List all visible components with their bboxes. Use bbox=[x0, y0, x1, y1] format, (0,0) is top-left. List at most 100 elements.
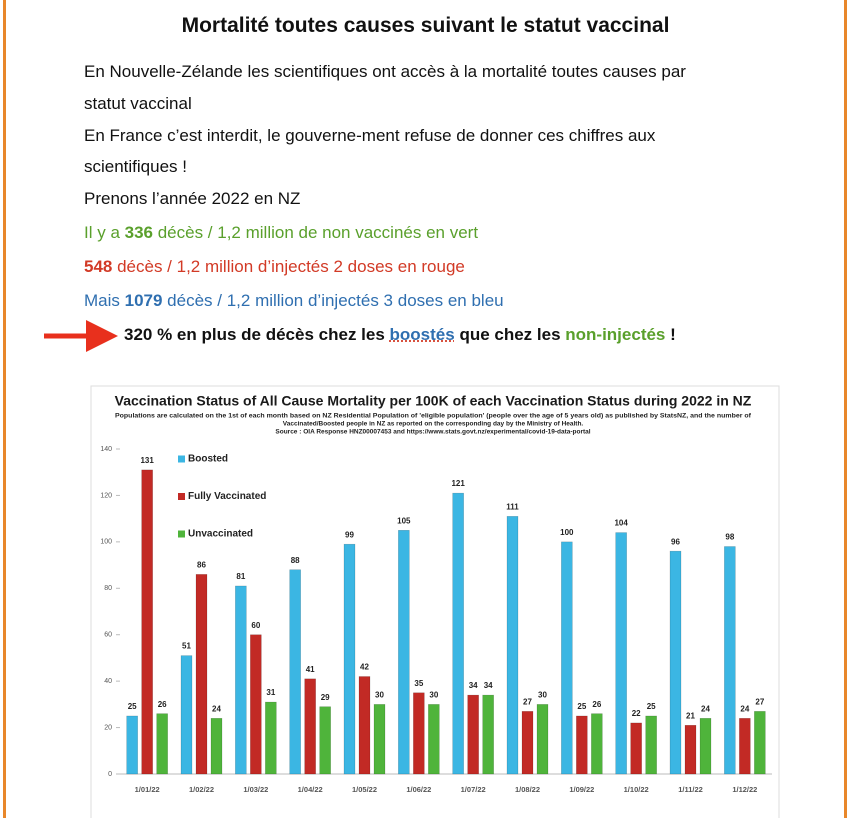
text-segment: décès / 1,2 million d’injectés 3 doses e… bbox=[162, 291, 504, 310]
data-label: 81 bbox=[236, 572, 245, 581]
y-tick-label: 60 bbox=[104, 632, 112, 639]
bar bbox=[536, 704, 549, 775]
data-label: 42 bbox=[360, 663, 369, 672]
data-label: 25 bbox=[577, 702, 586, 711]
data-label: 41 bbox=[306, 665, 315, 674]
data-label: 26 bbox=[158, 700, 167, 709]
bar bbox=[265, 701, 277, 775]
text-segment: décès / 1,2 million d’injectés 2 doses e… bbox=[112, 257, 465, 276]
text-line: 320 % en plus de décès chez les boostés … bbox=[124, 325, 676, 345]
text-segment: 548 bbox=[84, 257, 113, 276]
bar bbox=[739, 718, 751, 775]
data-label: 121 bbox=[451, 479, 465, 488]
text-line: En France c’est interdit, le gouverne-me… bbox=[84, 126, 655, 146]
text-line: Mais 1079 décès / 1,2 million d’injectés… bbox=[84, 291, 504, 311]
text-segment: ! bbox=[665, 325, 676, 344]
x-tick-label: 1/06/22 bbox=[406, 785, 431, 794]
text-segment: 336 bbox=[124, 223, 153, 242]
arrow-head bbox=[86, 320, 118, 352]
bar bbox=[754, 711, 766, 775]
bar bbox=[373, 704, 386, 775]
bar bbox=[304, 678, 316, 775]
bar bbox=[645, 715, 657, 775]
legend-swatch bbox=[178, 530, 185, 538]
y-tick-label: 40 bbox=[104, 678, 112, 685]
chart-subtitle: Source : OIA Response HNZ00007453 and ht… bbox=[275, 429, 590, 436]
text-line: En Nouvelle-Zélande les scientifiques on… bbox=[84, 62, 686, 82]
data-label: 25 bbox=[128, 702, 137, 711]
bar bbox=[250, 634, 262, 775]
data-label: 21 bbox=[686, 711, 695, 720]
bar bbox=[684, 725, 697, 775]
text-segment: En Nouvelle-Zélande les scientifiques on… bbox=[84, 62, 686, 81]
bar bbox=[467, 694, 479, 775]
border-left bbox=[3, 0, 6, 818]
bar bbox=[141, 469, 153, 775]
data-label: 105 bbox=[397, 516, 411, 525]
data-label: 98 bbox=[725, 533, 734, 542]
x-tick-label: 1/09/22 bbox=[569, 785, 594, 794]
data-label: 34 bbox=[484, 681, 493, 690]
text-line: statut vaccinal bbox=[84, 94, 192, 114]
bar bbox=[724, 546, 736, 775]
data-label: 29 bbox=[321, 693, 330, 702]
legend-label: Fully Vaccinated bbox=[188, 491, 266, 502]
y-tick-label: 120 bbox=[100, 492, 112, 499]
bar bbox=[630, 722, 642, 775]
bar bbox=[319, 706, 331, 775]
bar bbox=[482, 694, 494, 775]
bar bbox=[452, 492, 464, 775]
bar bbox=[413, 692, 425, 775]
bar bbox=[235, 585, 247, 775]
text-segment: statut vaccinal bbox=[84, 94, 192, 113]
data-label: 34 bbox=[469, 681, 478, 690]
data-label: 31 bbox=[266, 688, 275, 697]
title: Mortalité toutes causes suivant le statu… bbox=[181, 14, 670, 37]
bar bbox=[398, 530, 410, 775]
bar bbox=[358, 676, 371, 775]
data-label: 26 bbox=[592, 700, 601, 709]
legend-label: Boosted bbox=[188, 454, 228, 465]
data-label: 30 bbox=[375, 690, 384, 699]
x-tick-label: 1/05/22 bbox=[352, 785, 377, 794]
text-segment: non-injectés bbox=[565, 325, 666, 344]
data-label: 104 bbox=[614, 519, 628, 528]
data-label: 25 bbox=[647, 702, 656, 711]
text-segment: scientifiques ! bbox=[84, 157, 187, 176]
bar bbox=[195, 574, 208, 775]
data-label: 96 bbox=[671, 537, 680, 546]
legend-swatch bbox=[178, 455, 185, 463]
data-label: 131 bbox=[140, 456, 154, 465]
data-label: 24 bbox=[740, 704, 749, 713]
bar bbox=[343, 543, 356, 775]
y-tick-label: 140 bbox=[100, 446, 112, 453]
x-tick-label: 1/01/22 bbox=[135, 785, 160, 794]
x-tick-label: 1/02/22 bbox=[189, 785, 214, 794]
x-tick-label: 1/07/22 bbox=[461, 785, 486, 794]
x-tick-label: 1/04/22 bbox=[298, 785, 323, 794]
text-segment: boostés bbox=[389, 325, 455, 344]
y-tick-label: 20 bbox=[104, 724, 112, 731]
data-label: 27 bbox=[755, 697, 764, 706]
bar bbox=[591, 713, 603, 775]
chart: Vaccination Status of All Cause Mortalit… bbox=[90, 385, 780, 818]
data-label: 111 bbox=[506, 502, 519, 511]
bar bbox=[615, 532, 627, 775]
y-tick-label: 100 bbox=[100, 539, 112, 546]
chart-subtitle: Vaccinated/Boosted people in NZ as repor… bbox=[283, 421, 584, 428]
bar bbox=[210, 718, 223, 775]
bar bbox=[156, 713, 168, 775]
text-line: 548 décès / 1,2 million d’injectés 2 dos… bbox=[84, 257, 465, 277]
bar bbox=[669, 550, 682, 775]
x-tick-label: 1/08/22 bbox=[515, 785, 540, 794]
text-segment: que chez les bbox=[454, 325, 566, 344]
bar bbox=[699, 718, 712, 775]
y-tick-label: 80 bbox=[104, 585, 112, 592]
text-segment: En France c’est interdit, le gouverne-me… bbox=[84, 126, 656, 145]
data-label: 24 bbox=[212, 704, 221, 713]
data-label: 24 bbox=[701, 704, 710, 713]
bar bbox=[289, 569, 301, 775]
x-tick-label: 1/10/22 bbox=[624, 785, 649, 794]
data-label: 86 bbox=[197, 560, 206, 569]
